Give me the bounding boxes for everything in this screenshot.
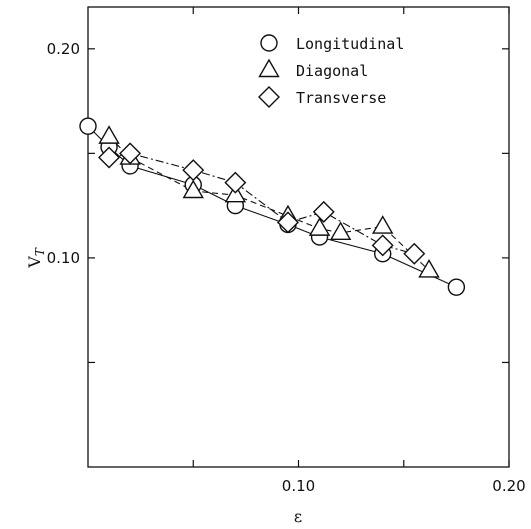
series-transverse bbox=[108, 152, 415, 255]
legend-marker bbox=[258, 86, 280, 108]
legend-marker bbox=[258, 58, 280, 78]
data-point bbox=[371, 215, 394, 234]
legend-marker bbox=[260, 34, 278, 52]
data-point bbox=[224, 171, 247, 194]
series-markers-transverse bbox=[98, 142, 426, 265]
series-line bbox=[108, 152, 415, 255]
y-axis-label: VT bbox=[25, 247, 47, 269]
data-point bbox=[98, 125, 120, 144]
legend-item-longitudinal: Longitudinal bbox=[260, 34, 404, 53]
x-tick-label: 0.10 bbox=[282, 477, 315, 495]
series-line bbox=[87, 125, 457, 288]
data-point bbox=[119, 142, 142, 165]
x-axis-label: ε bbox=[294, 507, 302, 526]
y-axis-label-main: V bbox=[25, 256, 44, 269]
y-tick-label: 0.10 bbox=[47, 249, 80, 267]
legend: Longitudinal Diagonal Transverse bbox=[258, 34, 404, 108]
legend-label: Longitudinal bbox=[296, 35, 404, 53]
legend-item-transverse: Transverse bbox=[258, 86, 386, 108]
data-point bbox=[79, 117, 97, 135]
y-axis-label-sub: T bbox=[33, 247, 47, 256]
ticks-layer: 0.10 0.20 0.10 0.20 bbox=[47, 7, 526, 495]
data-point bbox=[418, 259, 440, 278]
data-point bbox=[182, 159, 205, 182]
y-axis-label-text: VT bbox=[25, 247, 47, 269]
data-point bbox=[276, 211, 299, 234]
data-point bbox=[308, 217, 331, 236]
legend-label: Diagonal bbox=[296, 62, 368, 80]
data-point bbox=[329, 221, 352, 241]
data-point bbox=[98, 146, 121, 169]
legend-label: Transverse bbox=[296, 89, 386, 107]
data-point bbox=[312, 200, 335, 223]
data-point bbox=[447, 278, 466, 296]
legend-item-diagonal: Diagonal bbox=[258, 58, 368, 80]
data-point bbox=[182, 179, 204, 199]
data-point bbox=[403, 242, 426, 265]
y-tick-label: 0.20 bbox=[47, 40, 80, 58]
data-point bbox=[371, 234, 394, 257]
series-markers-longitudinal bbox=[79, 117, 466, 296]
x-tick-label: 0.20 bbox=[492, 477, 525, 495]
series-layer bbox=[79, 117, 466, 296]
series-longitudinal bbox=[87, 125, 457, 288]
